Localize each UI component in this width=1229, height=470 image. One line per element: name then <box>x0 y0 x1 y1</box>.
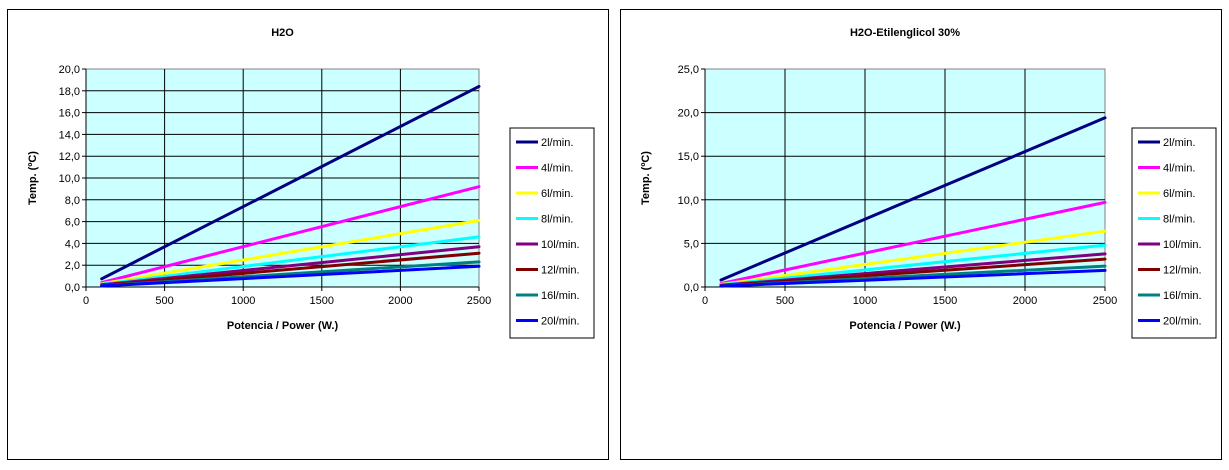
y-tick-label: 6,0 <box>65 217 80 229</box>
x-tick-label: 1000 <box>853 295 877 307</box>
x-tick-label: 500 <box>155 295 173 307</box>
y-tick-label: 12,0 <box>59 151 80 163</box>
series-line <box>100 245 481 287</box>
legend-label: 2l/min. <box>1163 137 1195 149</box>
y-tick-label: 10,0 <box>59 173 80 185</box>
y-tick-label: 2,0 <box>65 260 80 272</box>
chart-panel-h2o: H2O 0,0 2,0 4,0 6,0 8,0 10,0 12,0 14,0 16,0 18,0 20… <box>7 9 609 460</box>
x-tick-label: 2000 <box>1013 295 1037 307</box>
series-line <box>100 251 481 287</box>
x-tick-label: 2500 <box>1093 295 1117 307</box>
series-line <box>100 84 481 281</box>
legend-label: 16l/min. <box>541 290 580 302</box>
legend-label: 20l/min. <box>1163 316 1202 328</box>
legend-label: 6l/min. <box>541 188 573 200</box>
y-axis-label: Temp. (ºC) <box>27 151 39 205</box>
y-tick-label: 5,0 <box>684 238 699 250</box>
series-line <box>100 264 481 288</box>
legend-label: 10l/min. <box>541 239 580 251</box>
x-tick-label: 1500 <box>310 295 334 307</box>
legend-label: 8l/min. <box>541 214 573 226</box>
x-axis-label: Potencia / Power (W.) <box>849 320 961 332</box>
legend-label: 12l/min. <box>541 265 580 277</box>
x-tick-label: 500 <box>776 295 794 307</box>
legend-label: 4l/min. <box>541 163 573 175</box>
legend-label: 2l/min. <box>541 137 573 149</box>
x-tick-label: 1500 <box>933 295 957 307</box>
y-tick-label: 16,0 <box>59 108 80 120</box>
y-tick-label: 20,0 <box>678 108 699 120</box>
chart-svg-h2o: H2O 0,0 2,0 4,0 6,0 8,0 10,0 12,0 14,0 16,0 18,0 20… <box>27 27 595 339</box>
y-tick-label: 0,0 <box>684 282 699 294</box>
x-axis-label: Potencia / Power (W.) <box>227 320 339 332</box>
series-line <box>719 229 1107 286</box>
series-line <box>719 243 1107 287</box>
legend-box <box>509 127 595 339</box>
legend-label: 4l/min. <box>1163 163 1195 175</box>
x-tick-label: 2500 <box>467 295 491 307</box>
x-tick-label: 1000 <box>231 295 255 307</box>
chart-title: H2O-Etilenglicol 30% <box>850 27 960 39</box>
y-tick-label: 14,0 <box>59 129 80 141</box>
y-tick-label: 8,0 <box>65 195 80 207</box>
series-line <box>719 116 1107 282</box>
y-axis-label: Temp. (ºC) <box>640 151 652 205</box>
y-tick-label: 18,0 <box>59 86 80 98</box>
y-tick-label: 20,0 <box>59 64 80 76</box>
y-tick-label: 25,0 <box>678 64 699 76</box>
series-line <box>100 185 481 285</box>
legend-box <box>1131 127 1217 339</box>
series-line <box>100 235 481 286</box>
y-tick-label: 15,0 <box>678 151 699 163</box>
y-tick-label: 10,0 <box>678 195 699 207</box>
legend-label: 16l/min. <box>1163 290 1202 302</box>
x-tick-label: 0 <box>702 295 708 307</box>
legend-label: 8l/min. <box>1163 214 1195 226</box>
x-tick-label: 0 <box>83 295 89 307</box>
y-tick-label: 0,0 <box>65 282 80 294</box>
legend-label: 10l/min. <box>1163 239 1202 251</box>
legend-label: 6l/min. <box>1163 188 1195 200</box>
legend-label: 20l/min. <box>541 316 580 328</box>
chart-svg-h2o-etilenglicol: H2O-Etilenglicol 30% 0,0 5,0 10,0 15,0 20,0 25… <box>640 27 1217 339</box>
y-tick-label: 4,0 <box>65 238 80 250</box>
plot-area <box>704 68 1106 288</box>
series-line <box>100 219 481 286</box>
series-line <box>719 200 1107 285</box>
legend-label: 12l/min. <box>1163 265 1202 277</box>
chart-title: H2O <box>271 27 294 39</box>
series-line <box>719 268 1107 288</box>
chart-panel-h2o-etilenglicol: H2O-Etilenglicol 30% 0,0 5,0 10,0 15,0 20,0 25… <box>620 9 1222 460</box>
x-tick-label: 2000 <box>388 295 412 307</box>
